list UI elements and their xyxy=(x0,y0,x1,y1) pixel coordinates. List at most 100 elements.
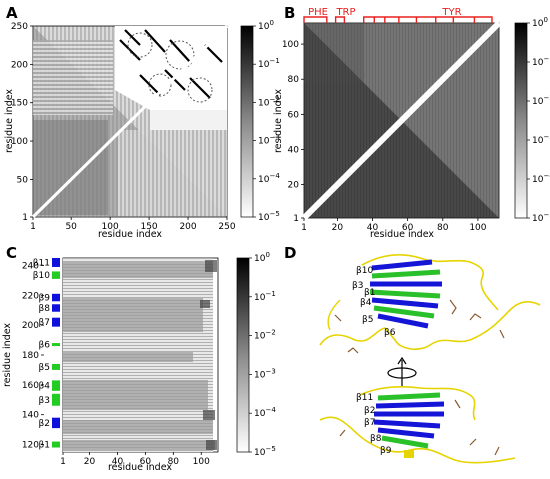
colorbar-gradient xyxy=(240,25,254,218)
x-tick-label: 40 xyxy=(112,457,124,467)
strand-bar xyxy=(52,304,60,312)
x-tick-label: 1 xyxy=(301,223,307,233)
aromatic-bracket xyxy=(303,16,328,23)
strand-bar xyxy=(52,441,60,448)
strand-label-b9: β9 xyxy=(380,446,392,456)
strand-bar xyxy=(52,393,60,406)
rotation-arrow-icon xyxy=(387,356,417,387)
y-tick-label: 100 xyxy=(11,137,28,147)
strand-label: β9 xyxy=(39,294,51,304)
colorbar-label: 10−1 xyxy=(254,290,276,303)
y-tick-label: 250 xyxy=(11,22,28,32)
strand-label: β3 xyxy=(39,396,50,406)
y-tick-label: 140 xyxy=(22,411,39,421)
colorbar-label: 100 xyxy=(258,19,274,32)
colorbar-label: 100 xyxy=(254,251,270,264)
colorbar-label: 10−3 xyxy=(532,133,550,146)
y-tick-label: 180 xyxy=(22,351,39,361)
x-tick-label: 250 xyxy=(218,222,235,232)
y-tick-label: 160 xyxy=(22,381,39,391)
x-tick-label: 100 xyxy=(102,222,119,232)
panel-b-yticks: 1 20 40 60 80 100 xyxy=(282,40,304,224)
colorbar-label: 10−5 xyxy=(254,445,276,458)
strand-bar xyxy=(52,293,60,302)
colorbar-label: 10−1 xyxy=(258,57,280,70)
colorbar-b: 100 10−1 10−2 10−3 10−4 10−5 xyxy=(514,16,550,224)
colorbar-c: 100 10−1 10−2 10−3 10−4 10−5 xyxy=(236,251,276,458)
protein-structure-bottom xyxy=(319,386,516,464)
panel-d: D xyxy=(284,244,541,464)
strand-label-b1-top: β1 xyxy=(364,288,375,298)
aromatic-bracket xyxy=(334,16,346,23)
y-tick-label: 20 xyxy=(288,181,300,191)
strand-label-b8: β8 xyxy=(370,434,382,444)
y-tick-label: 120 xyxy=(22,441,39,451)
trp-label: TRP xyxy=(335,7,355,18)
y-tick-label: 200 xyxy=(11,60,28,70)
strand-bar xyxy=(52,343,60,347)
y-tick-label: 60 xyxy=(288,110,300,120)
colorbar-label: 10−4 xyxy=(532,172,550,185)
strand-label-b7: β7 xyxy=(364,418,375,428)
strand-label: β5 xyxy=(39,363,50,373)
strand-label-b10: β10 xyxy=(356,266,373,276)
x-tick-label: 60 xyxy=(140,457,152,467)
protein-structure-top xyxy=(319,254,541,354)
colorbar-gradient xyxy=(514,22,528,219)
colorbar-label: 10−3 xyxy=(258,134,280,147)
x-tick-label: 80 xyxy=(437,223,449,233)
panel-d-bottom-labels: β11 β2 β7 β8 β9 xyxy=(356,393,392,456)
panel-a-contact-lines xyxy=(119,29,223,99)
panel-a-xlabel: residue index xyxy=(98,229,162,240)
y-tick-label: 40 xyxy=(288,145,300,155)
colorbar-label: 100 xyxy=(532,16,548,29)
colorbar-label: 10−2 xyxy=(532,94,550,107)
phe-label: PHE xyxy=(308,7,328,18)
panel-c-letter: C xyxy=(6,244,17,262)
x-tick-label: 200 xyxy=(179,222,196,232)
strand-label: β2 xyxy=(39,419,50,429)
y-tick-label: 50 xyxy=(17,175,29,185)
x-tick-label: 80 xyxy=(168,457,180,467)
panel-b-xlabel: residue index xyxy=(370,229,434,240)
x-tick-label: 1 xyxy=(30,222,36,232)
panel-b-aromatic-brackets xyxy=(303,16,493,23)
y-tick-label: 100 xyxy=(282,40,299,50)
y-tick-label: 200 xyxy=(22,321,39,331)
colorbar-label: 10−5 xyxy=(532,211,550,224)
strand-label: β7 xyxy=(39,318,50,328)
x-tick-label: 1 xyxy=(60,457,66,467)
tyr-label: TYR xyxy=(441,7,461,18)
x-tick-label: 40 xyxy=(367,223,379,233)
panel-b-ylabel: residue index xyxy=(273,89,284,153)
strand-bar xyxy=(52,271,60,279)
panel-c-heatmap xyxy=(62,257,219,453)
y-tick-label: 150 xyxy=(11,99,28,109)
x-tick-label: 20 xyxy=(84,457,96,467)
panel-c-xlabel: residue index xyxy=(108,462,172,473)
y-tick-label: 240 xyxy=(22,261,39,271)
colorbar-gradient xyxy=(236,257,250,453)
strand-label: β8 xyxy=(39,304,51,314)
aromatic-bracket xyxy=(363,16,493,23)
strand-label-b6: β6 xyxy=(384,328,396,338)
y-tick-label: 1 xyxy=(293,214,299,224)
panel-b: B PHE TRP TYR 1 20 40 60 80 100 120406080100 … xyxy=(273,4,502,240)
colorbar-label: 10−4 xyxy=(254,406,276,419)
strand-label: β4 xyxy=(39,382,51,392)
panel-a-xticks: 1 50 100 150 200 250 xyxy=(30,217,236,232)
strand-bar xyxy=(52,417,60,429)
panel-b-letter: B xyxy=(284,4,295,22)
strand-bar xyxy=(52,317,60,327)
colorbar-label: 10−2 xyxy=(258,95,280,108)
x-tick-label: 60 xyxy=(402,223,414,233)
colorbar-label: 10−4 xyxy=(258,172,280,185)
y-tick-label: 80 xyxy=(288,75,300,85)
panel-d-letter: D xyxy=(284,244,296,262)
panel-c-ylabel: residue index xyxy=(2,323,13,387)
colorbar-label: 10−3 xyxy=(254,367,276,380)
